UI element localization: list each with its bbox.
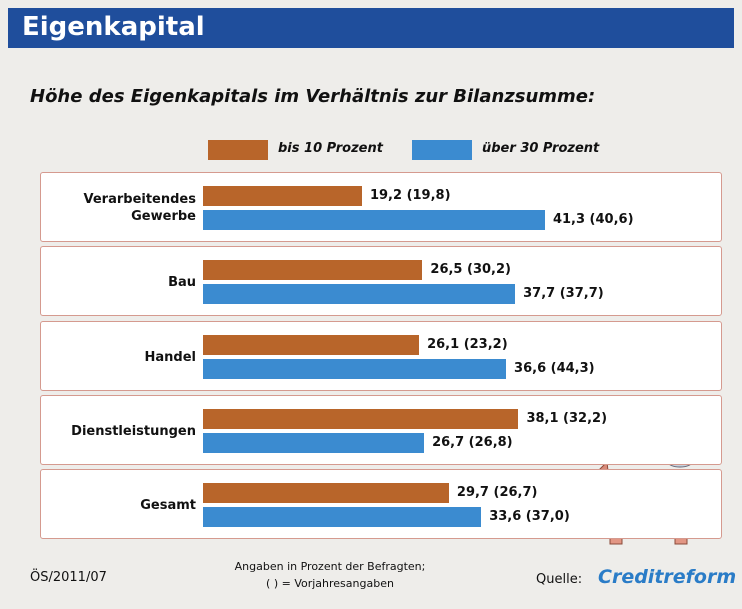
category-label: Dienstleistungen [71,423,196,439]
header-title: Eigenkapital [22,12,205,42]
bar [203,432,425,453]
value-label: 41,3 (40,6) [552,212,634,227]
category-label: Verarbeitendes Gewerbe [83,192,197,224]
footer-note: Angaben in Prozent der Befragten; [234,560,426,573]
header-bar: Eigenkapital [8,8,734,48]
bar [203,483,449,504]
source-label: Quelle: [536,572,583,587]
category-label: Bau [168,275,196,291]
category-panel [40,469,722,540]
value-label: 26,1 (23,2) [427,336,508,352]
category-panel [40,394,722,465]
bar [203,408,519,429]
legend-swatch [208,140,268,160]
value-label: 38,1 (32,2) [526,410,608,426]
value-label: 19,2 (19,8) [369,188,451,203]
chart-title: Höhe des Eigenkapitals im Verhältnis zur… [30,86,596,107]
bar [203,358,507,379]
legend-label: über 30 Prozent [482,141,600,156]
bar [203,334,420,355]
bar [203,186,362,206]
footer-note: ( ) = Vorjahresangaben [266,577,394,590]
category-panel [40,320,722,391]
legend-swatch [412,140,472,160]
category-panel [40,172,722,242]
value-label: 37,7 (37,7) [523,286,604,302]
source-logo: Creditreform [598,566,737,588]
category-panel [40,246,722,317]
legend-label: bis 10 Prozent [278,141,383,156]
bar [203,210,545,230]
bar [203,260,423,281]
category-label: Handel [144,349,197,365]
value-label: 36,6 (44,3) [514,360,595,376]
bar [203,507,482,528]
value-label: 29,7 (26,7) [456,485,538,501]
category-label: Gesamt [140,498,196,514]
value-label: 26,7 (26,8) [432,434,513,450]
value-label: 26,5 (30,2) [430,262,511,278]
bar [203,284,516,305]
value-label: 33,6 (37,0) [489,509,570,525]
footer-code: ÖS/2011/07 [30,570,107,585]
